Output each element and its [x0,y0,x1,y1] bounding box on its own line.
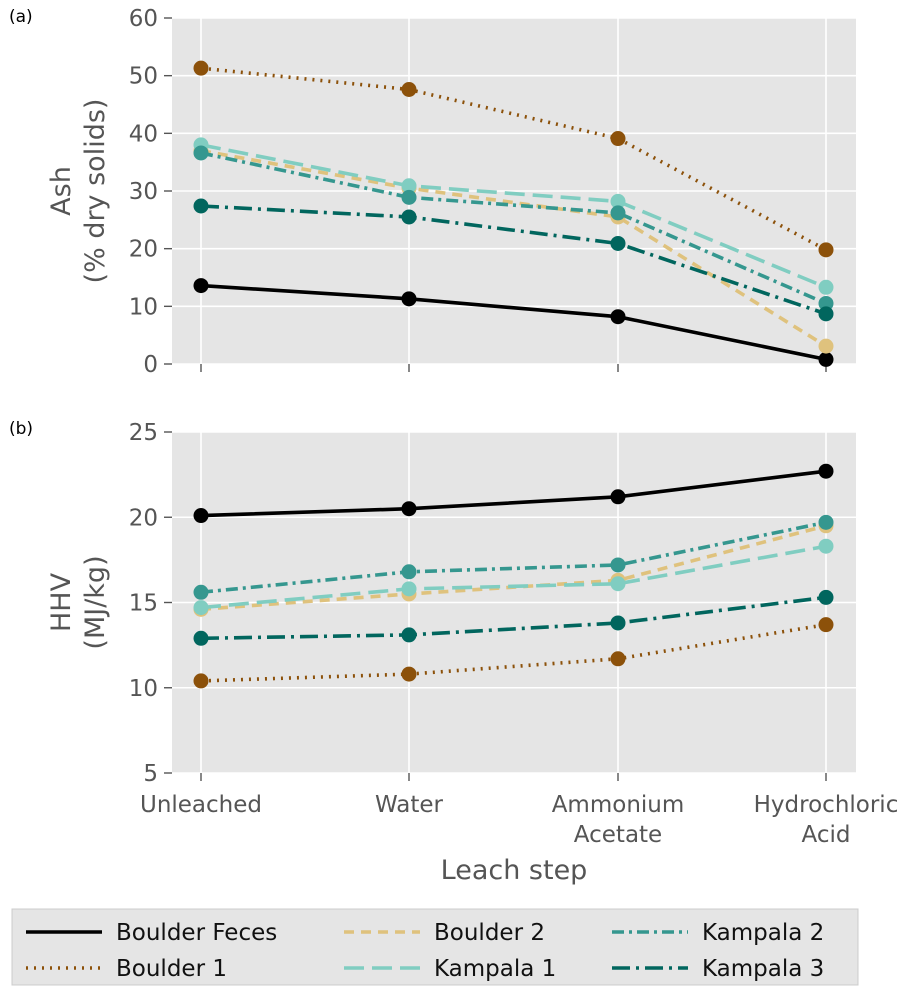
legend-box [11,908,859,986]
ytick-label: 30 [129,179,158,205]
data-point [193,630,209,646]
panel-b: 5 10 15 20 25 (b) HHV (MJ/kg) [9,419,856,787]
xtick-label: Ammonium [552,792,685,818]
legend-label: Boulder 1 [116,956,227,982]
series-line [200,622,827,683]
panel-label: (b) [9,419,33,439]
xtick-label: Unleached [140,792,262,818]
ytick-label: 0 [143,352,158,378]
data-point [401,581,417,597]
data-point [610,651,626,667]
series-line [200,283,827,362]
data-point [401,627,417,643]
data-point [818,514,834,530]
data-point [818,295,834,311]
data-point [818,589,834,605]
legend-label: Kampala 3 [702,956,824,982]
y-axis-label: Ash [46,166,77,216]
series-line [200,151,827,306]
data-point [818,351,834,367]
ytick-label: 5 [143,761,158,787]
data-point [193,278,209,294]
data-point [610,193,626,209]
data-point [193,673,209,689]
y-axis-label-units: (% dry solids) [80,99,111,284]
legend-label: Boulder Feces [116,920,277,946]
xtick-label: Acetate [574,822,662,848]
data-point [610,205,626,221]
panel-a: 0 10 20 30 40 50 60 (a) Ash (% dry solids) [9,6,856,378]
ytick-label: 40 [129,121,158,147]
data-point [193,60,209,76]
data-point [193,584,209,600]
series-kampala-3 [193,589,834,646]
xtick-label: Hydrochloric [754,792,899,818]
data-point [610,557,626,573]
ytick-label: 15 [129,591,158,617]
series-kampala-2 [193,514,834,600]
series-line [200,595,827,641]
data-point [818,463,834,479]
data-point [193,508,209,524]
series-line [200,520,827,595]
series-boulder-feces [193,278,834,367]
data-point [610,131,626,147]
data-point [193,600,209,616]
xtick-label: Acid [802,822,851,848]
series-boulder-feces [193,463,834,524]
data-point [401,666,417,682]
data-point [610,576,626,592]
series-kampala-1 [193,538,834,616]
data-point [818,279,834,295]
data-point [401,564,417,580]
y-axis-label: HHV [46,572,77,632]
series-line [200,204,827,316]
data-point [401,209,417,225]
series-line [200,143,827,289]
series-line [200,544,827,610]
data-point [610,309,626,325]
legend-label: Kampala 2 [702,920,824,946]
data-point [193,145,209,161]
data-point [193,198,209,214]
data-point [401,82,417,98]
data-point [610,235,626,251]
data-point [401,501,417,517]
series-line [200,148,827,348]
ytick-label: 25 [129,420,158,446]
data-point [818,538,834,554]
data-point [818,617,834,633]
ytick-label: 50 [129,64,158,90]
ytick-label: 20 [129,505,158,531]
legend-label: Boulder 2 [434,920,545,946]
x-axis-label: Leach step [441,855,588,886]
xtick-label: Water [375,792,444,818]
data-point [610,615,626,631]
ytick-label: 10 [129,294,158,320]
y-axis-label-units: (MJ/kg) [80,555,111,649]
data-point [401,178,417,194]
data-point [610,489,626,505]
series-line [200,469,827,518]
data-point [818,306,834,322]
data-point [818,242,834,258]
series-boulder-1 [193,617,834,689]
data-point [818,338,834,354]
legend-label: Kampala 1 [434,956,556,982]
series-kampala-3 [193,198,834,322]
panel-label: (a) [9,7,33,27]
series-line [200,66,827,252]
ytick-label: 60 [129,6,158,32]
ytick-label: 10 [129,676,158,702]
data-point [401,291,417,307]
ytick-label: 20 [129,237,158,263]
legend: Boulder Feces Boulder 2 Kampala 2 Boulder 1… [11,908,859,986]
series-kampala-1 [193,137,834,295]
series-boulder-1 [193,60,834,258]
series-kampala-2 [193,145,834,311]
data-point [401,189,417,205]
